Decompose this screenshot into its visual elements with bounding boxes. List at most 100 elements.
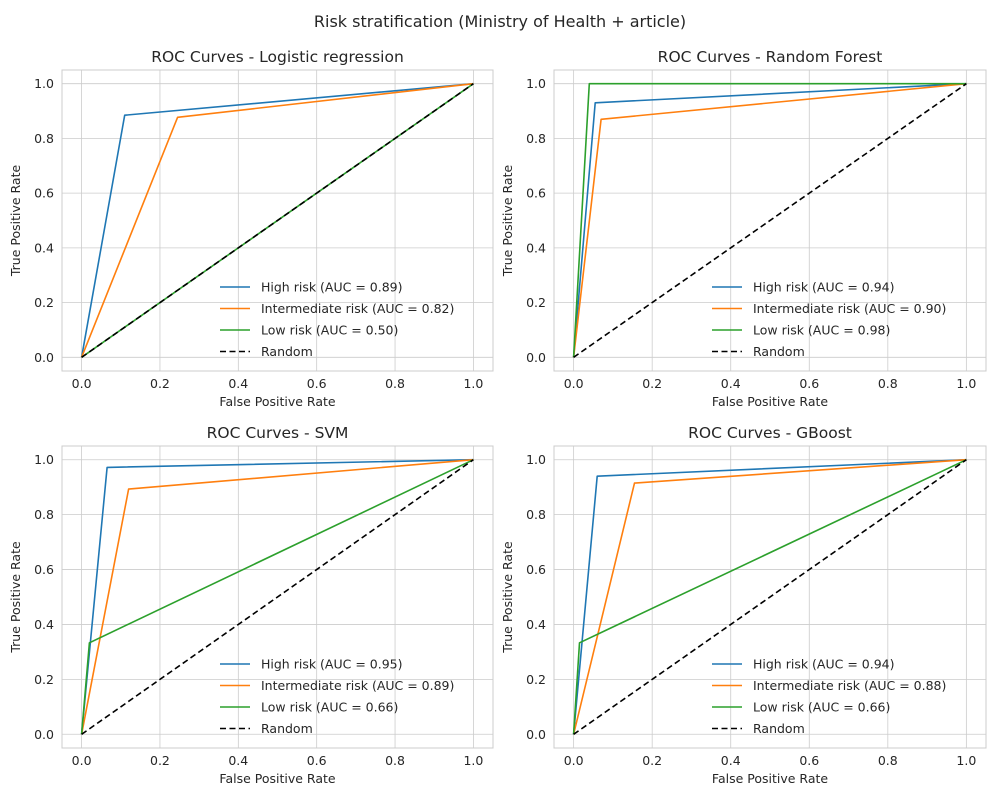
series-line-4	[81, 83, 474, 358]
y-tick-label: 0.4	[526, 617, 546, 632]
x-tick-label: 1.0	[463, 376, 483, 391]
chart-panel-4: 0.0 0.2 0.4 0.6 0.8 1.0 0.0 0.2 0.4 0.6 0.8 1.0 ROC …	[500, 424, 987, 786]
y-tick-label: 1.0	[34, 452, 54, 467]
figure-suptitle: Risk stratification (Ministry of Health …	[313, 12, 687, 31]
y-tick-label: 0.6	[34, 562, 54, 577]
x-tick-label: 0.0	[72, 753, 92, 768]
y-axis-label: True Positive Rate	[500, 541, 515, 654]
y-axis-label: True Positive Rate	[500, 165, 515, 278]
series-line-2	[80, 82, 474, 358]
legend-label-2: Intermediate risk (AUC = 0.82)	[261, 301, 454, 316]
series-line-4	[573, 459, 967, 735]
x-axis-label: False Positive Rate	[712, 394, 828, 409]
x-tick-label: 0.6	[799, 753, 819, 768]
y-tick-label: 1.0	[526, 76, 546, 91]
legend-label-1: High risk (AUC = 0.94)	[753, 657, 894, 672]
y-tick-label: 0.0	[34, 350, 54, 365]
series-line-4	[573, 83, 967, 358]
legend-label-4: Random	[261, 344, 313, 359]
x-tick-label: 0.0	[72, 376, 92, 391]
y-tick-label: 0.4	[34, 617, 54, 632]
x-axis-label: False Positive Rate	[219, 771, 335, 786]
chart-title: ROC Curves - Random Forest	[658, 48, 883, 66]
series-line-1	[572, 82, 967, 358]
y-tick-label: 0.4	[526, 240, 546, 255]
x-tick-label: 0.0	[564, 753, 584, 768]
x-tick-label: 0.6	[307, 376, 327, 391]
y-tick-label: 0.6	[34, 186, 54, 201]
y-tick-label: 0.6	[526, 186, 546, 201]
x-tick-label: 1.0	[956, 753, 976, 768]
x-tick-label: 0.6	[307, 753, 327, 768]
y-tick-label: 0.0	[34, 727, 54, 742]
x-tick-label: 0.2	[150, 753, 170, 768]
series-line-3	[572, 458, 967, 735]
y-axis-label: True Positive Rate	[8, 165, 23, 278]
series-line-1	[572, 458, 967, 735]
x-tick-label: 0.4	[721, 376, 741, 391]
legend-label-3: Low risk (AUC = 0.66)	[261, 700, 398, 715]
legend-label-1: High risk (AUC = 0.89)	[261, 280, 402, 295]
legend-label-2: Intermediate risk (AUC = 0.88)	[753, 678, 946, 693]
legend-label-1: High risk (AUC = 0.94)	[753, 280, 894, 295]
legend-label-4: Random	[753, 721, 805, 736]
legend-label-2: Intermediate risk (AUC = 0.89)	[261, 678, 454, 693]
chart-title: ROC Curves - Logistic regression	[151, 48, 404, 66]
chart-panel-2: 0.0 0.2 0.4 0.6 0.8 1.0 0.0 0.2 0.4 0.6 0.8 1.0 ROC …	[500, 48, 987, 409]
y-tick-label: 0.8	[34, 131, 54, 146]
y-tick-label: 0.0	[526, 350, 546, 365]
legend-label-3: Low risk (AUC = 0.98)	[753, 323, 890, 338]
x-tick-label: 0.0	[564, 376, 584, 391]
plot-frame	[553, 69, 987, 372]
y-tick-label: 0.8	[34, 507, 54, 522]
series-line-1	[80, 82, 474, 358]
plot-frame	[553, 445, 987, 749]
series-line-4	[81, 459, 474, 735]
x-axis-label: False Positive Rate	[219, 394, 335, 409]
legend-label-4: Random	[753, 344, 805, 359]
x-tick-label: 0.2	[642, 376, 662, 391]
y-tick-label: 1.0	[526, 452, 546, 467]
y-axis-label: True Positive Rate	[8, 541, 23, 654]
y-tick-label: 0.2	[34, 295, 54, 310]
legend-label-1: High risk (AUC = 0.95)	[261, 657, 402, 672]
plot-frame	[61, 445, 494, 749]
y-tick-label: 0.2	[526, 295, 546, 310]
series-line-1	[80, 458, 474, 735]
x-tick-label: 0.2	[150, 376, 170, 391]
y-tick-label: 0.0	[526, 727, 546, 742]
legend-label-3: Low risk (AUC = 0.50)	[261, 323, 398, 338]
x-tick-label: 0.6	[799, 376, 819, 391]
chart-title: ROC Curves - GBoost	[688, 424, 852, 442]
plot-frame	[61, 69, 494, 372]
x-axis-label: False Positive Rate	[712, 771, 828, 786]
x-tick-label: 0.8	[878, 376, 898, 391]
series-line-3	[80, 458, 474, 735]
chart-panel-1: 0.0 0.2 0.4 0.6 0.8 1.0 0.0 0.2 0.4 0.6 0.8 1.0 ROC …	[8, 48, 494, 409]
legend-label-4: Random	[261, 721, 313, 736]
x-tick-label: 1.0	[463, 753, 483, 768]
chart-title: ROC Curves - SVM	[207, 424, 349, 442]
y-tick-label: 0.2	[34, 672, 54, 687]
y-tick-label: 0.4	[34, 240, 54, 255]
x-tick-label: 0.8	[385, 376, 405, 391]
legend-label-2: Intermediate risk (AUC = 0.90)	[753, 301, 946, 316]
y-tick-label: 0.6	[526, 562, 546, 577]
y-tick-label: 0.2	[526, 672, 546, 687]
series-line-2	[572, 82, 967, 358]
y-tick-label: 0.8	[526, 131, 546, 146]
series-line-2	[572, 458, 967, 735]
x-tick-label: 1.0	[956, 376, 976, 391]
chart-panel-3: 0.0 0.2 0.4 0.6 0.8 1.0 0.0 0.2 0.4 0.6 0.8 1.0 ROC …	[8, 424, 494, 786]
legend-label-3: Low risk (AUC = 0.66)	[753, 700, 890, 715]
y-tick-label: 0.8	[526, 507, 546, 522]
x-tick-label: 0.4	[228, 753, 248, 768]
x-tick-label: 0.8	[385, 753, 405, 768]
series-line-3	[572, 82, 967, 358]
series-line-2	[80, 458, 474, 735]
y-tick-label: 1.0	[34, 76, 54, 91]
x-tick-label: 0.8	[878, 753, 898, 768]
x-tick-label: 0.4	[721, 753, 741, 768]
x-tick-label: 0.4	[228, 376, 248, 391]
